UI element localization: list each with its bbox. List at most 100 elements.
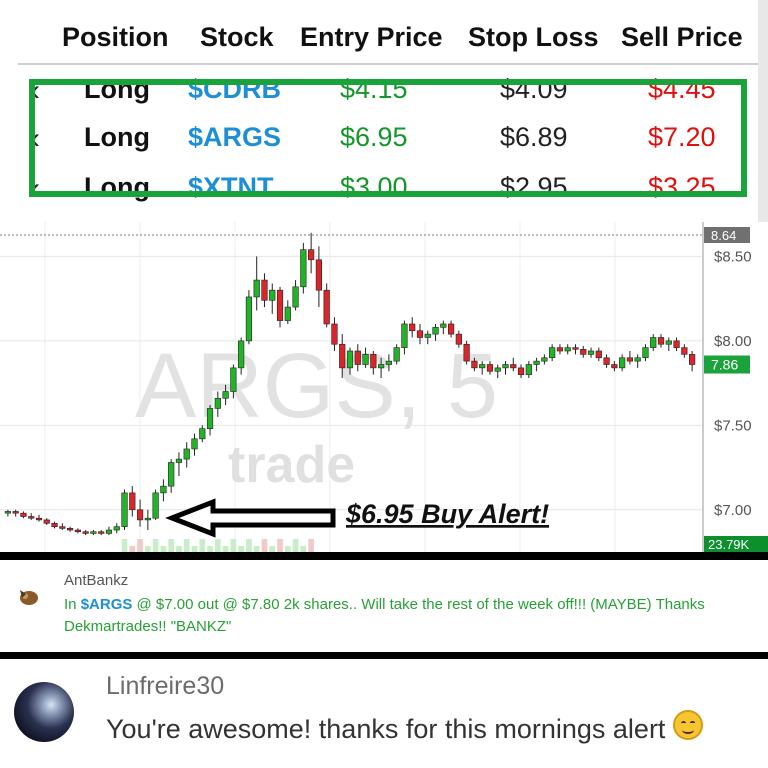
candle: [20, 512, 27, 517]
chevron-left-icon[interactable]: ‹: [30, 122, 40, 155]
comment-linfreire30: Linfreire30 You're awesome! thanks for t…: [0, 660, 768, 768]
candle: [401, 323, 408, 348]
comment-username[interactable]: Linfreire30: [106, 672, 225, 700]
candle: [409, 323, 416, 332]
candle: [315, 259, 322, 291]
candle: [136, 509, 144, 521]
section-divider: [0, 652, 768, 659]
header-entry-price: Entry Price: [300, 22, 443, 52]
header-stock: Stock: [200, 22, 274, 52]
volume-bar: [207, 546, 213, 552]
candle: [168, 462, 175, 487]
cell-stock[interactable]: $ARGS: [188, 122, 282, 152]
candle: [82, 531, 89, 534]
candle: [502, 364, 509, 369]
price-axis: [703, 222, 768, 552]
candle: [447, 323, 455, 335]
candle: [580, 349, 587, 355]
volume-bar: [230, 539, 237, 552]
watermark-symbol: ARGS, 5: [135, 335, 498, 437]
volume-label-box: [704, 536, 768, 552]
candle: [74, 529, 81, 533]
scrollbar[interactable]: [758, 0, 768, 222]
price-tick-label: $8.00: [714, 333, 752, 350]
volume-bar: [300, 546, 307, 552]
comment-text: You're awesome! thanks for this mornings…: [106, 714, 666, 744]
candle: [619, 357, 626, 369]
candle: [129, 492, 136, 511]
candle: [689, 354, 696, 365]
candle: [611, 364, 618, 369]
candlestick-chart[interactable]: ARGS, 5 trade 8.64 $8.50$8.00$7.50$7.00 …: [0, 222, 768, 552]
candle: [152, 492, 159, 519]
cell-position: Long: [84, 172, 150, 202]
candle: [626, 357, 634, 362]
candle: [59, 526, 66, 529]
buy-alert-annotation: $6.95 Buy Alert!: [345, 499, 549, 529]
candle: [587, 350, 595, 355]
header-stop-loss: Stop Loss: [468, 22, 599, 52]
candle: [331, 323, 338, 345]
candle: [269, 289, 276, 301]
candle: [4, 511, 11, 514]
volume-bar: [191, 546, 198, 552]
candle: [346, 350, 354, 369]
candle: [681, 347, 688, 355]
candle: [455, 333, 462, 345]
volume-bar: [246, 539, 252, 552]
highlight-box: [29, 79, 747, 197]
volume-bars: [121, 539, 314, 552]
candle: [595, 350, 602, 359]
candle: [657, 337, 665, 345]
chevron-left-icon[interactable]: ‹: [30, 74, 40, 107]
volume-bar: [292, 539, 299, 552]
candle: [284, 306, 291, 321]
table-row[interactable]: ‹ Long $XTNT $3.00 $2.95 $3.25: [0, 172, 768, 218]
avatar[interactable]: [16, 584, 42, 610]
cell-stock[interactable]: $XTNT: [188, 172, 274, 202]
volume-bar: [215, 539, 221, 552]
cell-stop: $2.95: [500, 172, 568, 202]
candle: [564, 347, 571, 352]
volume-bar: [308, 539, 314, 552]
comment-text: @ $7.00 out @ $7.80 2k shares.. Will tak…: [64, 596, 705, 635]
header-divider: [18, 63, 758, 65]
candle: [28, 516, 35, 519]
candle: [230, 367, 237, 392]
arrow-left-icon: [165, 498, 336, 538]
cell-position: Long: [84, 122, 150, 152]
volume-bar: [222, 546, 229, 552]
volume-bar: [261, 539, 268, 552]
avatar[interactable]: [14, 682, 74, 742]
candle: [308, 249, 315, 261]
cell-sell: $7.20: [648, 122, 716, 152]
price-tick-label: $7.00: [714, 502, 752, 519]
volume-bar: [145, 546, 151, 552]
price-chart[interactable]: ARGS, 5 trade 8.64 $8.50 $8.00 $7.50 $7.00 …: [0, 222, 768, 552]
cell-entry: $6.95: [340, 122, 408, 152]
candle: [339, 343, 346, 369]
candle: [354, 350, 361, 365]
candle: [549, 347, 556, 359]
candle: [238, 340, 245, 369]
watermark-brand: trade: [228, 436, 355, 494]
chevron-left-icon[interactable]: ‹: [30, 172, 40, 205]
comment-username[interactable]: AntBankz: [64, 572, 129, 589]
candle: [183, 448, 190, 460]
candle: [90, 531, 97, 534]
comment-body: In $ARGS @ $7.00 out @ $7.80 2k shares..…: [64, 594, 764, 638]
candle: [199, 428, 206, 440]
candle: [471, 360, 478, 369]
chart-grid: [0, 222, 702, 552]
smiley-icon: [673, 709, 704, 740]
table-row[interactable]: ‹ Long $ARGS $6.95 $6.89 $7.20: [0, 122, 768, 168]
candle: [463, 343, 470, 362]
candle: [144, 517, 151, 521]
header-position: Position: [62, 22, 169, 52]
candle: [362, 354, 369, 365]
candle: [191, 438, 198, 450]
volume-bar: [277, 539, 283, 552]
comment-ticker[interactable]: $ARGS: [80, 596, 133, 613]
candle: [494, 367, 501, 372]
candle: [510, 364, 517, 369]
